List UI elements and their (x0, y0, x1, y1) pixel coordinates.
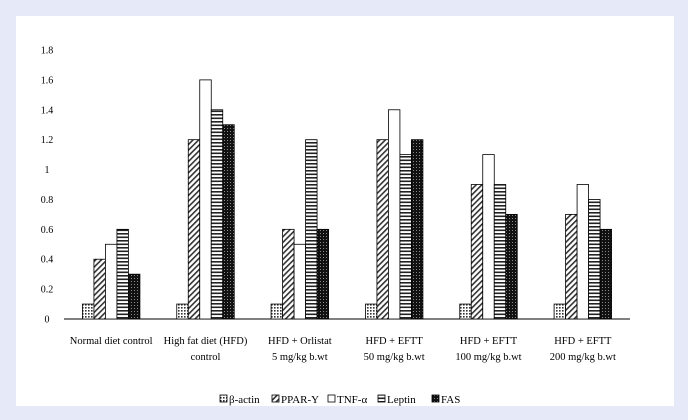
bar-white (482, 154, 495, 320)
bars (82, 79, 612, 320)
y-tick-label: 0.2 (41, 285, 54, 296)
legend: β-actin PPAR-Υ TNF-α Leptin FAS (219, 394, 460, 406)
bar-white (388, 109, 401, 320)
bar-white (199, 79, 212, 320)
bar-dots (82, 303, 95, 320)
bar-white (293, 243, 306, 320)
y-tick-label: 0.6 (41, 225, 54, 236)
bar-dense (316, 228, 329, 320)
bar-dots (270, 303, 283, 320)
bar-white (105, 243, 118, 320)
bar-dots (459, 303, 472, 320)
legend-swatch (271, 394, 280, 403)
bar-dense (222, 124, 235, 320)
bar-diag (470, 184, 484, 320)
legend-label: FAS (441, 394, 460, 406)
bar-white (576, 184, 589, 320)
category-label: 200 mg/kg b.wt (550, 352, 616, 363)
category-labels: Normal diet control High fat diet (HFD) co… (70, 336, 616, 363)
category-label: control (191, 352, 221, 363)
y-tick-label: 0.4 (41, 255, 54, 266)
category-label: HFD + EFTT (554, 336, 612, 347)
category-label: HFD + Orlistat (268, 336, 332, 347)
bar-hlines (305, 139, 318, 320)
bar-dense (505, 213, 518, 320)
chart-frame: 0 0.2 0.4 0.6 0.8 1 1.2 1.4 1.6 1.8 Normal diet c… (16, 16, 674, 406)
legend-label: Leptin (387, 394, 416, 406)
bar-hlines (493, 184, 507, 320)
axes: 0 0.2 0.4 0.6 0.8 1 1.2 1.4 1.6 1.8 (41, 46, 630, 326)
bar-diag (187, 139, 201, 320)
y-tick-label: 0 (45, 315, 50, 326)
bar-dots (553, 303, 566, 320)
bar-dense (599, 228, 612, 320)
bar-chart: 0 0.2 0.4 0.6 0.8 1 1.2 1.4 1.6 1.8 Normal diet c… (41, 46, 630, 406)
bar-diag (93, 258, 106, 320)
y-tick-label: 1.4 (41, 105, 54, 116)
legend-swatch (219, 394, 228, 403)
bar-dots (176, 303, 189, 320)
bar-dots (365, 303, 378, 320)
y-tick-label: 1.2 (41, 135, 54, 146)
category-label: 5 mg/kg b.wt (272, 352, 328, 363)
bar-hlines (210, 109, 224, 320)
category-label: HFD + EFTT (460, 336, 518, 347)
legend-label: β-actin (229, 394, 260, 406)
bar-dense (411, 139, 424, 320)
legend-swatch (377, 394, 386, 403)
legend-label: TNF-α (337, 394, 367, 406)
y-tick-label: 1.6 (41, 75, 54, 86)
legend-label: PPAR-Υ (281, 394, 319, 406)
legend-swatch (327, 394, 336, 403)
bar-hlines (588, 199, 601, 320)
y-tick-label: 1.8 (41, 46, 54, 57)
bar-diag (376, 139, 389, 320)
bar-diag (282, 228, 295, 320)
category-label: High fat diet (HFD) (164, 336, 248, 347)
category-label: 50 mg/kg b.wt (364, 352, 425, 363)
bar-dense (128, 273, 141, 320)
bar-hlines (399, 154, 412, 320)
y-tick-label: 1 (45, 165, 50, 176)
category-label: HFD + EFTT (366, 336, 424, 347)
legend-swatch (431, 394, 440, 403)
bar-hlines (116, 228, 129, 320)
category-label: 100 mg/kg b.wt (455, 352, 521, 363)
bar-diag (565, 213, 578, 320)
y-tick-label: 0.8 (41, 195, 54, 206)
category-label: Normal diet control (70, 336, 153, 347)
